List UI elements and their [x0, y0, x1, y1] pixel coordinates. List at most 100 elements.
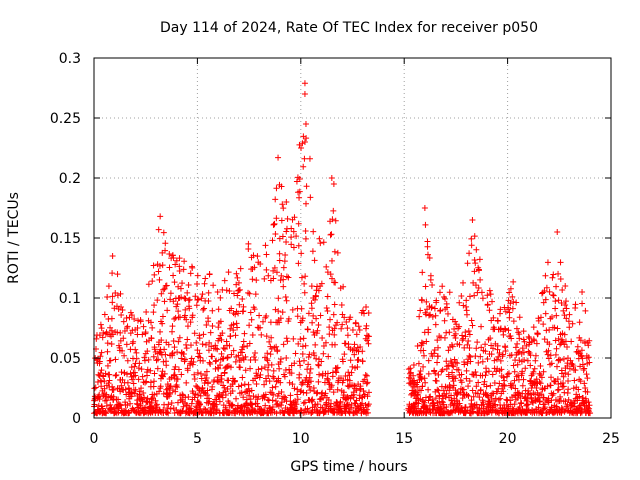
- data-point: [280, 276, 287, 283]
- data-point: [482, 348, 489, 355]
- data-point: [170, 255, 177, 262]
- data-point: [560, 307, 567, 314]
- data-point: [171, 344, 178, 351]
- data-point: [468, 397, 475, 404]
- data-point: [183, 379, 190, 386]
- data-point: [195, 296, 202, 303]
- data-point: [193, 382, 200, 389]
- data-point: [171, 371, 178, 378]
- data-point: [313, 355, 320, 362]
- data-point: [438, 368, 445, 375]
- data-point: [500, 388, 507, 395]
- data-point: [303, 183, 310, 190]
- data-point: [363, 322, 370, 329]
- data-point: [226, 342, 233, 349]
- data-point: [491, 357, 498, 364]
- data-point: [96, 396, 103, 403]
- data-point: [217, 362, 224, 369]
- data-point: [584, 375, 591, 382]
- data-point: [129, 376, 136, 383]
- data-point: [170, 272, 177, 279]
- data-point: [245, 385, 252, 392]
- data-point: [520, 328, 527, 335]
- data-point: [283, 239, 290, 246]
- data-point: [420, 347, 427, 354]
- data-point: [331, 301, 338, 308]
- data-point: [225, 269, 232, 276]
- data-point: [365, 333, 372, 340]
- data-point: [424, 243, 431, 250]
- data-point: [196, 335, 203, 342]
- data-point: [313, 315, 320, 322]
- data-point: [418, 297, 425, 304]
- data-point: [487, 382, 494, 389]
- data-point: [536, 378, 543, 385]
- data-point: [182, 306, 189, 313]
- data-point: [145, 281, 152, 288]
- data-point: [249, 276, 256, 283]
- data-point: [189, 264, 196, 271]
- data-point: [290, 244, 297, 251]
- data-point: [328, 257, 335, 264]
- data-point: [519, 382, 526, 389]
- data-point: [560, 379, 567, 386]
- data-point: [344, 393, 351, 400]
- data-point: [315, 321, 322, 328]
- data-point: [486, 307, 493, 314]
- data-point: [269, 384, 276, 391]
- data-point: [279, 309, 286, 316]
- data-point: [528, 394, 535, 401]
- data-point: [553, 363, 560, 370]
- data-point: [273, 269, 280, 276]
- data-point: [273, 410, 280, 417]
- data-point: [317, 240, 324, 247]
- data-point: [478, 289, 485, 296]
- data-point: [557, 393, 564, 400]
- data-point: [109, 293, 116, 300]
- data-point: [465, 338, 472, 345]
- data-point: [269, 237, 276, 244]
- data-point: [429, 313, 436, 320]
- data-point: [431, 367, 438, 374]
- data-point: [425, 312, 432, 319]
- data-point: [359, 358, 366, 365]
- data-point: [206, 339, 213, 346]
- data-point: [308, 397, 315, 404]
- data-point: [543, 284, 550, 291]
- data-point: [138, 366, 145, 373]
- data-point: [147, 379, 154, 386]
- data-point: [509, 382, 516, 389]
- data-point: [196, 400, 203, 407]
- data-point: [221, 384, 228, 391]
- data-point: [206, 359, 213, 366]
- data-point: [429, 281, 436, 288]
- data-point: [532, 352, 539, 359]
- data-point: [312, 341, 319, 348]
- data-point: [123, 391, 130, 398]
- data-point: [169, 252, 176, 259]
- data-point: [268, 334, 275, 341]
- data-point: [192, 293, 199, 300]
- data-point: [169, 350, 176, 357]
- data-point: [212, 345, 219, 352]
- data-point: [283, 355, 290, 362]
- data-point: [525, 333, 532, 340]
- data-point: [486, 399, 493, 406]
- data-point: [220, 345, 227, 351]
- data-point: [202, 275, 209, 282]
- data-point: [471, 292, 478, 299]
- data-point: [266, 378, 273, 385]
- data-point: [151, 370, 158, 377]
- data-point: [205, 298, 212, 305]
- data-point: [230, 321, 237, 328]
- data-point: [421, 205, 428, 211]
- data-point: [510, 362, 517, 369]
- data-point: [558, 405, 565, 412]
- data-point: [464, 260, 471, 267]
- data-point: [201, 280, 208, 287]
- data-point: [500, 374, 507, 381]
- data-point: [154, 356, 161, 363]
- data-point: [159, 262, 166, 269]
- data-point: [269, 397, 276, 404]
- data-point: [299, 315, 306, 322]
